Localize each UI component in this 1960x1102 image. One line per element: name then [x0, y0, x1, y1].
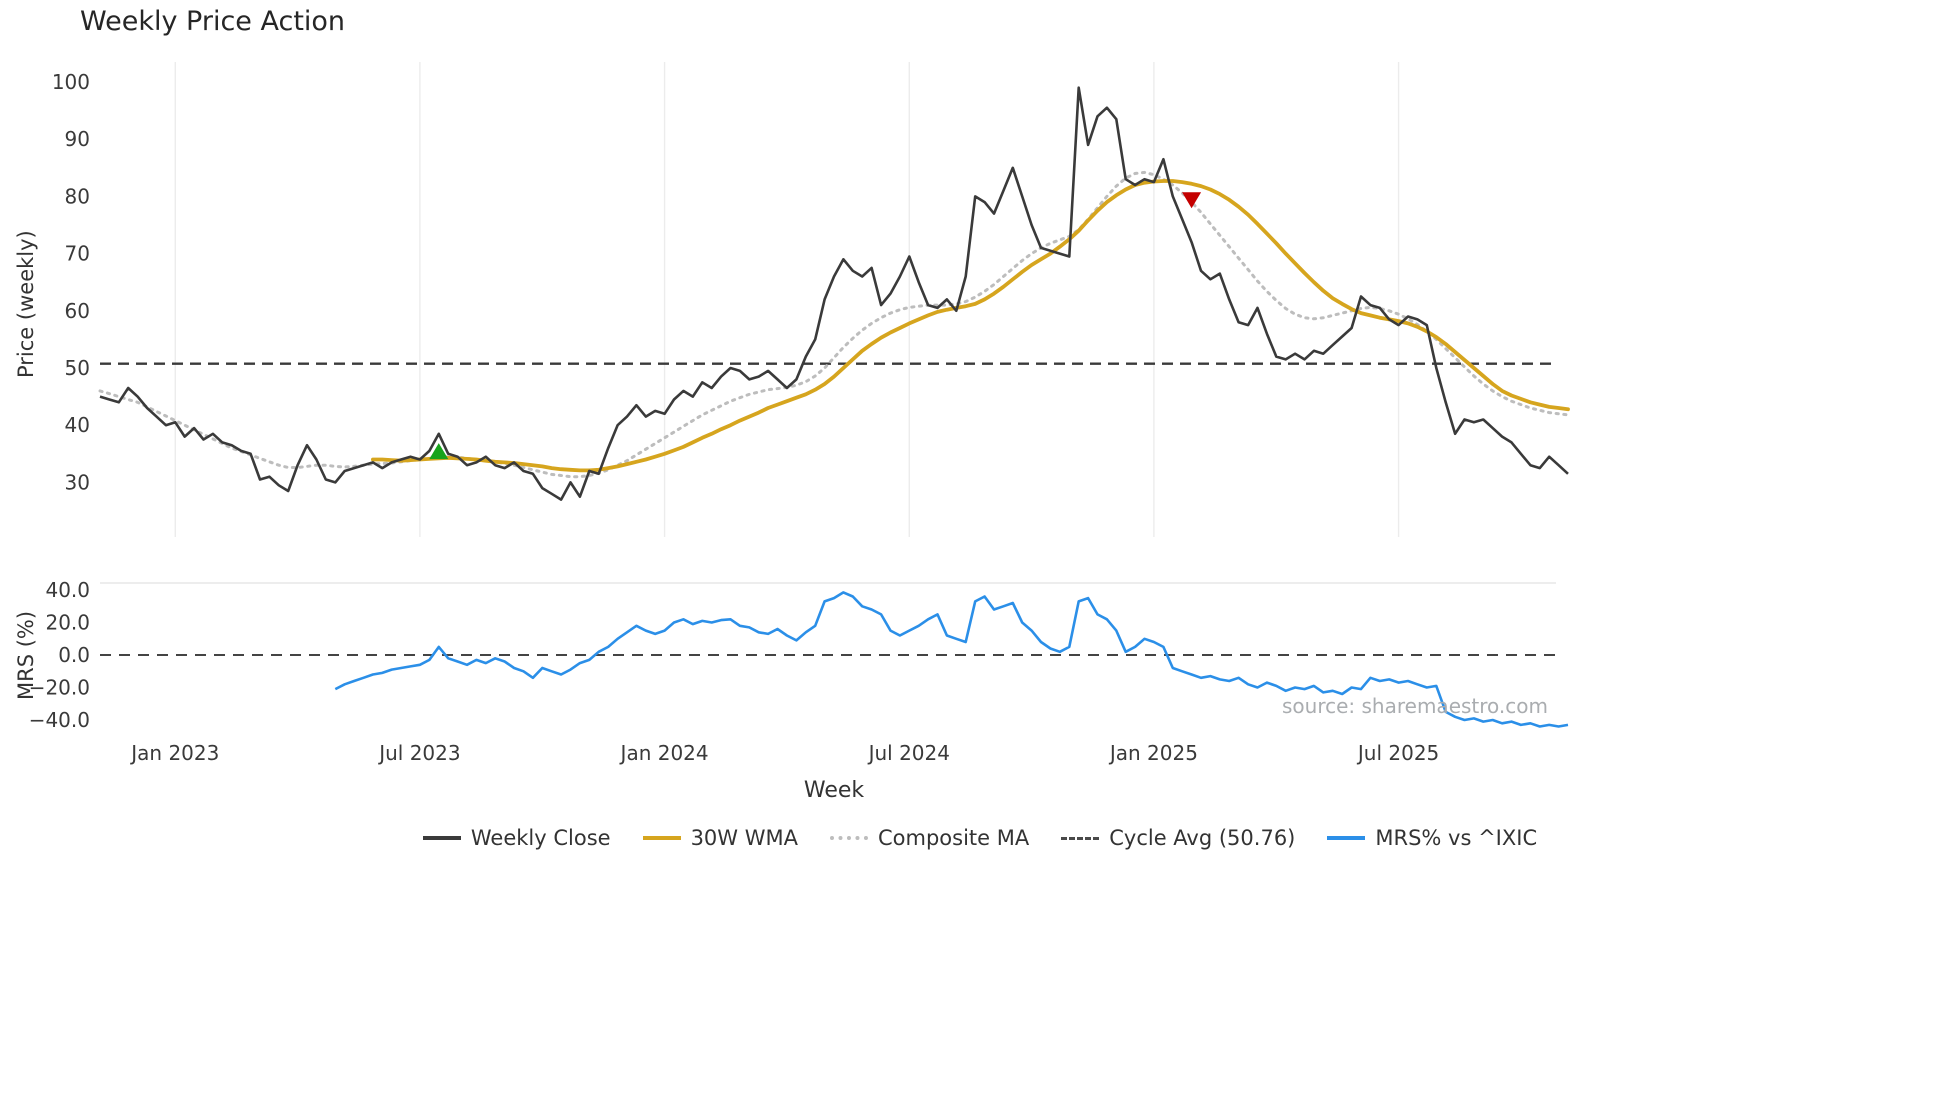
- sell-marker-icon: [1182, 192, 1202, 209]
- x-tick-label: Jan 2025: [1108, 741, 1198, 765]
- legend-label: Cycle Avg (50.76): [1109, 826, 1296, 850]
- price-y-tick-label: 40: [65, 413, 90, 437]
- x-axis-label: Week: [803, 778, 865, 803]
- price-y-tick-label: 60: [65, 299, 90, 323]
- price-y-tick-label: 90: [65, 127, 90, 151]
- source-watermark: source: sharemaestro.com: [1282, 694, 1548, 718]
- composite-ma-line: [98, 170, 1570, 479]
- price-y-tick-label: 100: [52, 70, 90, 94]
- legend-label: Composite MA: [877, 826, 1030, 850]
- legend-item-weekly-close: Weekly Close: [422, 826, 611, 850]
- price-y-tick-label: 80: [65, 184, 90, 208]
- legend-item-composite-ma: Composite MA: [829, 826, 1030, 850]
- mrs-y-tick-label: 20.0: [45, 611, 90, 635]
- mrs-y-tick-label: 0.0: [58, 643, 90, 667]
- x-tick-label: Jan 2023: [129, 741, 219, 765]
- mrs-line: [334, 591, 1569, 728]
- mrs-y-tick-label: −20.0: [29, 676, 90, 700]
- legend-label: 30W WMA: [690, 826, 798, 850]
- wma-line-swatch-icon: [642, 836, 681, 840]
- legend-item-30w-wma: 30W WMA: [642, 826, 798, 850]
- legend-label: Weekly Close: [470, 826, 611, 850]
- mrs-y-tick-label: −40.0: [29, 708, 90, 732]
- weekly-close-line: [99, 86, 1569, 501]
- price-y-tick-label: 30: [65, 470, 90, 494]
- x-tick-label: Jul 2023: [377, 741, 460, 765]
- x-tick-label: Jul 2024: [867, 741, 950, 765]
- legend-label: MRS% vs ^IXIC: [1375, 826, 1538, 850]
- wma-line: [371, 179, 1570, 473]
- legend-item-cycle-avg: Cycle Avg (50.76): [1061, 826, 1295, 850]
- mrs-y-tick-label: 40.0: [45, 578, 90, 602]
- composite-ma-swatch-icon: [829, 836, 868, 840]
- weekly-close-line-swatch-icon: [422, 836, 461, 840]
- legend-item-mrs: MRS% vs ^IXIC: [1327, 826, 1537, 850]
- legend: Weekly Close 30W WMA Composite MA Cycle …: [0, 826, 1960, 850]
- x-tick-label: Jan 2024: [619, 741, 709, 765]
- price-y-tick-label: 50: [65, 356, 90, 380]
- chart-title: Weekly Price Action: [80, 6, 346, 37]
- price-y-tick-label: 70: [65, 242, 90, 266]
- cycle-avg-swatch-icon: [1061, 836, 1100, 840]
- mrs-line-swatch-icon: [1327, 836, 1366, 840]
- x-tick-label: Jul 2025: [1356, 741, 1439, 765]
- buy-marker-icon: [429, 443, 449, 460]
